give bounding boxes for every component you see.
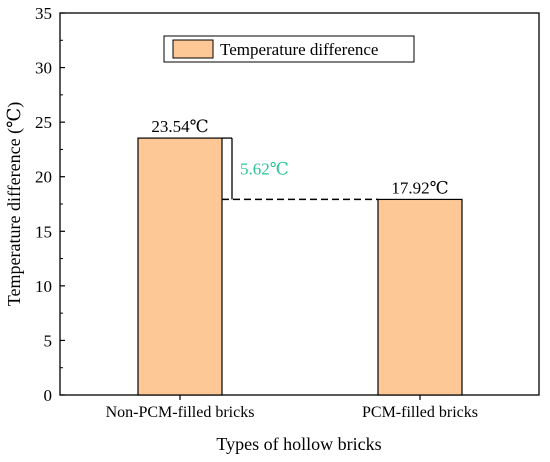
y-tick-label: 0 [44, 386, 53, 405]
x-tick-label: PCM-filled bricks [362, 404, 478, 421]
y-tick-label: 25 [35, 113, 52, 132]
y-tick-label: 5 [44, 331, 53, 350]
bar-series: 23.54℃ 17.92℃ [137, 117, 463, 396]
plot-frame [59, 12, 540, 396]
legend-label: Temperature difference [220, 40, 378, 59]
legend-swatch [172, 39, 214, 59]
bar [137, 137, 223, 396]
bar-data-label: 23.54℃ [151, 117, 208, 136]
difference-label: 5.62℃ [240, 160, 289, 179]
y-tick-label: 10 [35, 277, 52, 296]
bar [377, 198, 463, 396]
y-tick-label: 15 [35, 222, 52, 241]
bar-data-label: 17.92℃ [391, 178, 448, 197]
x-tick-label: Non-PCM-filled bricks [106, 404, 255, 421]
y-axis-title: Temperature difference (℃) [4, 102, 25, 306]
x-axis-title: Types of hollow bricks [216, 434, 381, 454]
x-axis: Non-PCM-filled bricks PCM-filled bricks [106, 395, 478, 421]
y-tick-label: 35 [35, 4, 52, 23]
y-tick-label: 20 [35, 168, 52, 187]
y-axis: 0 5 10 15 20 25 30 35 [35, 4, 65, 405]
difference-annotation: 5.62℃ [222, 137, 378, 201]
legend: Temperature difference [163, 35, 415, 63]
y-tick-label: 30 [35, 59, 52, 78]
